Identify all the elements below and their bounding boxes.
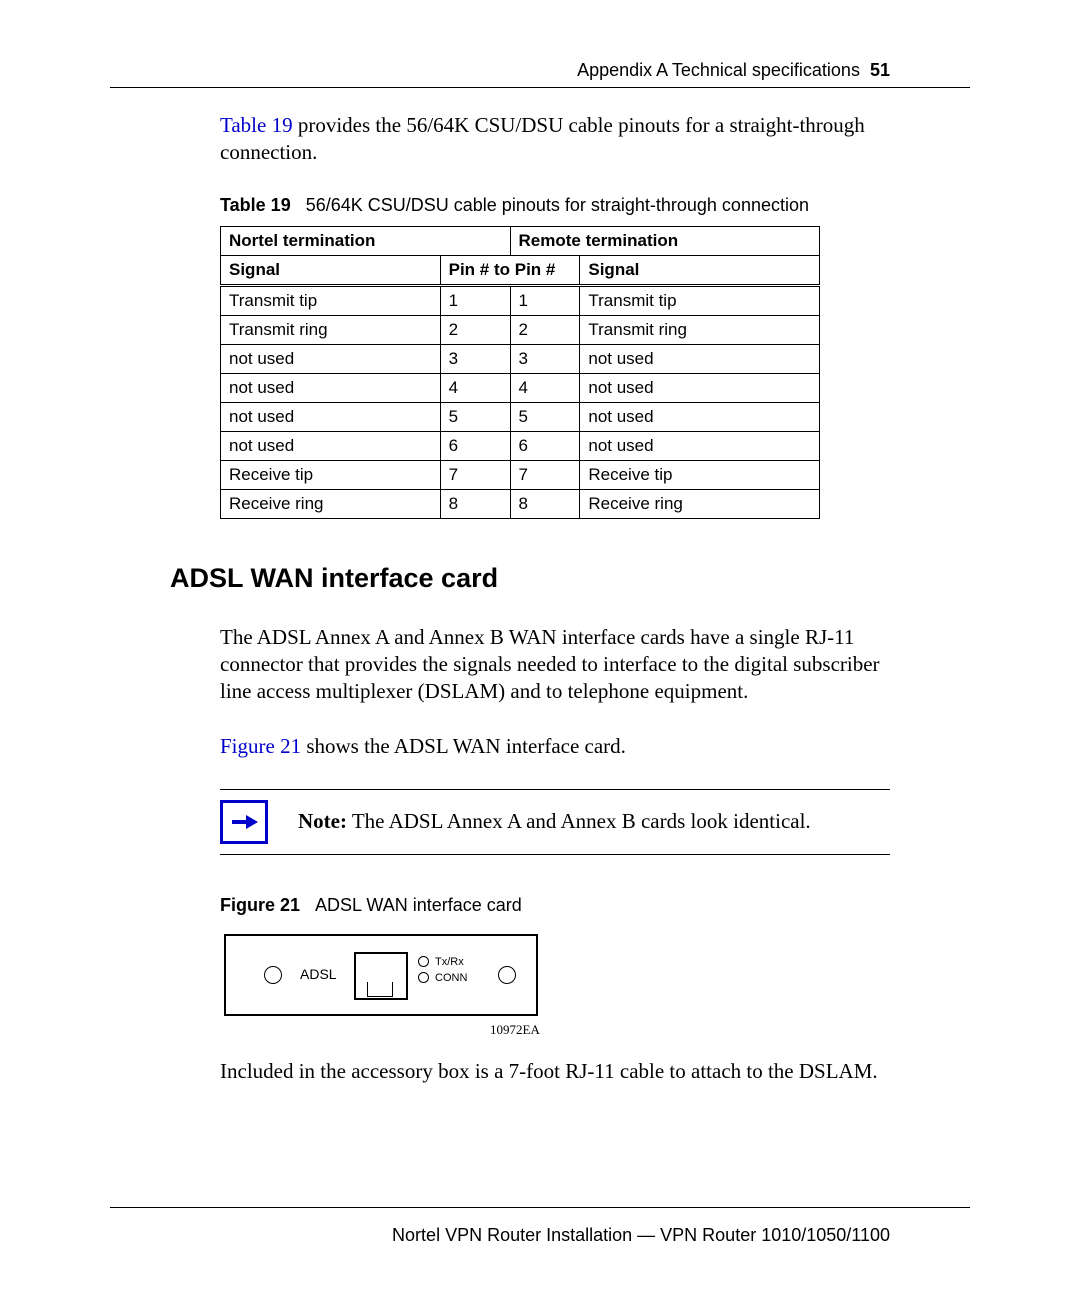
led-conn-label: CONN (435, 972, 467, 984)
accessory-text: Included in the accessory box is a 7-foo… (220, 1058, 890, 1085)
table-row: Transmit ring22Transmit ring (221, 315, 820, 344)
table-cell: not used (580, 431, 820, 460)
table-cell: Transmit tip (580, 285, 820, 315)
table-cell: not used (221, 402, 441, 431)
led-conn: CONN (418, 972, 467, 984)
rj11-tab-icon (367, 982, 393, 997)
table-cell: 8 (440, 489, 510, 518)
note-block: Note: The ADSL Annex A and Annex B cards… (220, 789, 890, 855)
figure-ref-sentence: Figure 21 shows the ADSL WAN interface c… (220, 733, 890, 760)
table-cell: 7 (510, 460, 580, 489)
table-cell: 1 (510, 285, 580, 315)
table-row: Receive tip77Receive tip (221, 460, 820, 489)
table-cell: 5 (510, 402, 580, 431)
page: Appendix A Technical specifications 51 T… (0, 0, 1080, 1296)
figure-code: 10972EA (490, 1022, 890, 1038)
table-19-label: Table 19 (220, 195, 291, 215)
led-circle-icon (418, 956, 429, 967)
table-cell: 6 (440, 431, 510, 460)
table-cell: 6 (510, 431, 580, 460)
table-cell: not used (221, 373, 441, 402)
table-cell: 1 (440, 285, 510, 315)
table-cell: 3 (510, 344, 580, 373)
table-cell: not used (221, 431, 441, 460)
subheader-pin: Pin # to Pin # (440, 255, 580, 285)
led-txrx: Tx/Rx (418, 956, 467, 968)
note-bottom-rule (220, 854, 890, 855)
subheader-signal-2: Signal (580, 255, 820, 285)
table-row: Receive ring88Receive ring (221, 489, 820, 518)
table-row: not used33not used (221, 344, 820, 373)
footer-rule (110, 1207, 970, 1208)
table-cell: not used (580, 373, 820, 402)
table-row: not used44not used (221, 373, 820, 402)
table-cell: Receive tip (221, 460, 441, 489)
led-group: Tx/Rx CONN (418, 956, 467, 988)
table-cell: 7 (440, 460, 510, 489)
table-cell: not used (221, 344, 441, 373)
table-cell: 4 (510, 373, 580, 402)
table-cell: Receive ring (221, 489, 441, 518)
led-circle-icon (418, 972, 429, 983)
page-number: 51 (870, 60, 890, 80)
table-cell: Transmit tip (221, 285, 441, 315)
header-text: Appendix A Technical specifications (577, 60, 860, 80)
table-sub-header-row: Signal Pin # to Pin # Signal (221, 255, 820, 285)
table-group-header-row: Nortel termination Remote termination (221, 226, 820, 255)
figure-21-label: Figure 21 (220, 895, 300, 915)
table-row: Transmit tip11Transmit tip (221, 285, 820, 315)
table-cell: 2 (510, 315, 580, 344)
section-body-text: The ADSL Annex A and Annex B WAN interfa… (220, 624, 890, 706)
table-19: Nortel termination Remote termination Si… (220, 226, 820, 519)
note-label: Note: (298, 809, 347, 833)
table-19-caption: Table 19 56/64K CSU/DSU cable pinouts fo… (220, 195, 890, 216)
table-19-title: 56/64K CSU/DSU cable pinouts for straigh… (306, 195, 809, 215)
section-heading-adsl: ADSL WAN interface card (170, 563, 970, 594)
footer-text: Nortel VPN Router Installation — VPN Rou… (110, 1225, 890, 1246)
arrow-right-icon (220, 800, 268, 844)
table-cell: Receive ring (580, 489, 820, 518)
led-txrx-label: Tx/Rx (435, 956, 464, 968)
group-header-remote: Remote termination (510, 226, 820, 255)
adsl-port-label: ADSL (300, 966, 337, 982)
table-cell: 4 (440, 373, 510, 402)
table-cell: 8 (510, 489, 580, 518)
table-row: not used66not used (221, 431, 820, 460)
table-cell: 5 (440, 402, 510, 431)
table-row: not used55not used (221, 402, 820, 431)
figure-21-link[interactable]: Figure 21 (220, 734, 301, 758)
group-header-nortel: Nortel termination (221, 226, 511, 255)
intro-rest: provides the 56/64K CSU/DSU cable pinout… (220, 113, 865, 164)
table-cell: Transmit ring (580, 315, 820, 344)
intro-paragraph: Table 19 provides the 56/64K CSU/DSU cab… (220, 112, 890, 167)
section-body-block: The ADSL Annex A and Annex B WAN interfa… (220, 624, 890, 1085)
rj11-port-icon (354, 952, 408, 1000)
figure-ref-rest: shows the ADSL WAN interface card. (301, 734, 626, 758)
table-19-link[interactable]: Table 19 (220, 113, 293, 137)
table-cell: Receive tip (580, 460, 820, 489)
adsl-card-diagram: ADSL Tx/Rx CONN (224, 934, 538, 1016)
table-cell: Transmit ring (221, 315, 441, 344)
screw-left-icon (264, 966, 282, 984)
note-text: Note: The ADSL Annex A and Annex B cards… (298, 809, 811, 834)
subheader-signal-1: Signal (221, 255, 441, 285)
note-body: The ADSL Annex A and Annex B cards look … (347, 809, 811, 833)
screw-right-icon (498, 966, 516, 984)
figure-21-title: ADSL WAN interface card (315, 895, 522, 915)
table-cell: not used (580, 344, 820, 373)
content-block: Table 19 provides the 56/64K CSU/DSU cab… (220, 112, 890, 519)
figure-21-caption: Figure 21 ADSL WAN interface card (220, 895, 890, 916)
table-cell: 3 (440, 344, 510, 373)
table-cell: 2 (440, 315, 510, 344)
header-rule (110, 87, 970, 88)
table-cell: not used (580, 402, 820, 431)
page-header: Appendix A Technical specifications 51 (110, 60, 970, 81)
note-row: Note: The ADSL Annex A and Annex B cards… (220, 790, 890, 854)
